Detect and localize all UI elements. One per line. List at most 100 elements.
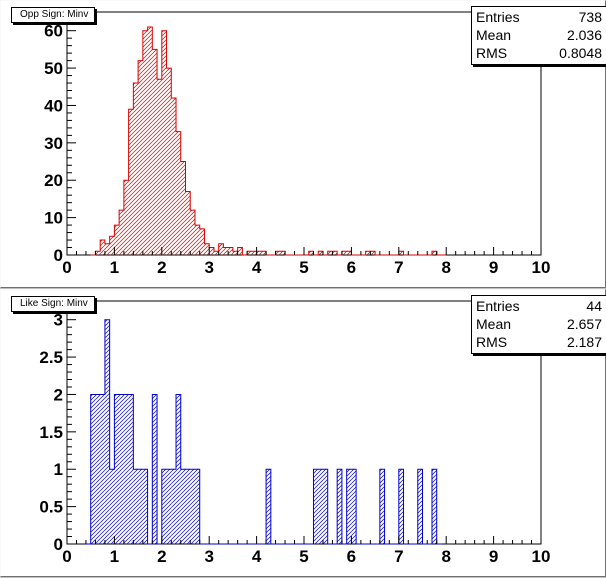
x-tick-label: 2 xyxy=(157,258,166,277)
histogram-bar xyxy=(128,394,134,544)
x-tick-label: 0 xyxy=(62,547,71,566)
histogram-bar xyxy=(152,394,158,544)
x-tick-label: 4 xyxy=(252,547,262,566)
stats-value: 738 xyxy=(578,9,602,25)
histogram-bar xyxy=(327,251,333,255)
histogram-outline xyxy=(90,26,447,256)
x-tick-label: 6 xyxy=(347,258,356,277)
stats-key: Entries xyxy=(476,298,520,314)
histogram-pad-like-sign: 0 1 2 3 4 5 6 7 8 9 10 0 0.5 1 1.5 2 2.5 3 Like Sign: Min… xyxy=(0,289,606,577)
histogram-bar xyxy=(152,49,158,256)
histogram-bar xyxy=(398,469,404,544)
histogram-bar xyxy=(194,225,200,255)
histogram-bar xyxy=(431,469,437,544)
histogram-bar xyxy=(133,83,139,256)
x-tick-label: 1 xyxy=(110,258,119,277)
histogram-bar xyxy=(308,251,314,255)
histogram-bar xyxy=(318,469,323,544)
stats-row-rms: RMS 2.187 xyxy=(476,333,602,351)
histogram-bar xyxy=(166,68,172,255)
histogram-bar xyxy=(256,251,262,255)
histogram-bar xyxy=(100,240,105,255)
x-tick-label: 2 xyxy=(157,547,166,566)
histogram-bar xyxy=(147,26,153,256)
like-sign-histogram-chart: 0 1 2 3 4 5 6 7 8 9 10 0 0.5 1 1.5 2 2.5 3 xyxy=(39,300,550,566)
histogram-bar xyxy=(95,251,101,255)
stats-row-mean: Mean 2.036 xyxy=(476,26,602,44)
histogram-bar xyxy=(213,251,219,255)
histogram-bar xyxy=(251,251,257,255)
histogram-bar xyxy=(247,251,252,255)
histogram-bar xyxy=(379,469,385,544)
stats-row-entries: Entries 44 xyxy=(476,297,602,315)
stats-box: Entries 44 Mean 2.657 RMS 2.187 xyxy=(471,295,606,354)
stats-row-rms: RMS 0.8048 xyxy=(476,44,602,62)
x-tick-label: 7 xyxy=(394,258,403,277)
histogram-bar xyxy=(417,469,423,544)
histogram-bar xyxy=(398,251,404,255)
histogram-bar xyxy=(318,251,323,255)
histogram-bar xyxy=(109,236,115,255)
histogram-bar xyxy=(142,469,148,544)
y-tick-label: 20 xyxy=(44,171,63,190)
stats-row-entries: Entries 738 xyxy=(476,8,602,26)
y-tick-label: 1.5 xyxy=(39,423,63,442)
histogram-bar xyxy=(95,394,101,544)
histogram-bar xyxy=(313,469,319,544)
y-tick-label: 0.5 xyxy=(39,498,63,517)
stats-value: 44 xyxy=(586,298,602,314)
histogram-bar xyxy=(171,469,177,544)
histogram-bar xyxy=(223,247,229,255)
histogram-bar xyxy=(161,30,167,256)
y-tick-label: 60 xyxy=(44,22,63,41)
histogram-bar xyxy=(346,251,352,255)
histogram-bar xyxy=(119,394,124,544)
chart-title: Opp Sign: Minv xyxy=(11,7,96,23)
histogram-bar xyxy=(194,469,200,544)
histogram-bar xyxy=(138,469,143,544)
y-tick-label: 3 xyxy=(54,311,63,330)
x-tick-label: 4 xyxy=(252,258,262,277)
histogram-bar xyxy=(142,30,148,256)
histogram-bar xyxy=(370,251,376,255)
histogram-bar xyxy=(346,469,352,544)
histogram-bar xyxy=(280,251,286,255)
y-tick-label: 0 xyxy=(54,246,63,265)
histogram-bar xyxy=(190,469,195,544)
histogram-bar xyxy=(104,319,110,544)
histogram-bar xyxy=(190,210,195,255)
x-tick-label: 5 xyxy=(299,547,308,566)
histogram-bar xyxy=(166,469,172,544)
histogram-bar xyxy=(228,247,233,255)
stats-value: 0.8048 xyxy=(559,45,602,61)
histogram-bar xyxy=(171,97,177,255)
histogram-bar xyxy=(128,109,134,255)
histogram-bar xyxy=(232,251,238,255)
stats-row-mean: Mean 2.657 xyxy=(476,315,602,333)
histogram-bar xyxy=(209,247,214,255)
histogram-bar xyxy=(199,228,205,255)
histogram-bar xyxy=(185,191,191,255)
histogram-bar xyxy=(104,243,110,255)
histogram-bar xyxy=(332,251,338,255)
x-tick-label: 3 xyxy=(204,258,213,277)
histogram-bar xyxy=(180,469,186,544)
x-tick-label: 9 xyxy=(489,258,498,277)
histogram-bar xyxy=(341,251,347,255)
stats-key: Mean xyxy=(476,316,512,332)
histogram-bar xyxy=(275,251,281,255)
x-tick-label: 6 xyxy=(347,547,356,566)
y-tick-label: 40 xyxy=(44,96,63,115)
stats-value: 2.187 xyxy=(566,334,602,350)
stats-key: RMS xyxy=(476,45,508,61)
y-tick-label: 0 xyxy=(54,535,63,554)
histogram-bar xyxy=(218,243,224,255)
y-tick-label: 50 xyxy=(44,59,63,78)
histogram-bar xyxy=(114,394,120,544)
histogram-bar xyxy=(138,60,143,255)
stats-key: Mean xyxy=(476,27,512,43)
histogram-bar xyxy=(176,131,181,255)
y-tick-label: 1 xyxy=(54,460,63,479)
stats-key: RMS xyxy=(476,334,508,350)
histogram-pad-opp-sign: 0 1 2 3 4 5 6 7 8 9 10 0 10 20 30 40 50 60 Opp Sign: Minv… xyxy=(0,0,606,288)
